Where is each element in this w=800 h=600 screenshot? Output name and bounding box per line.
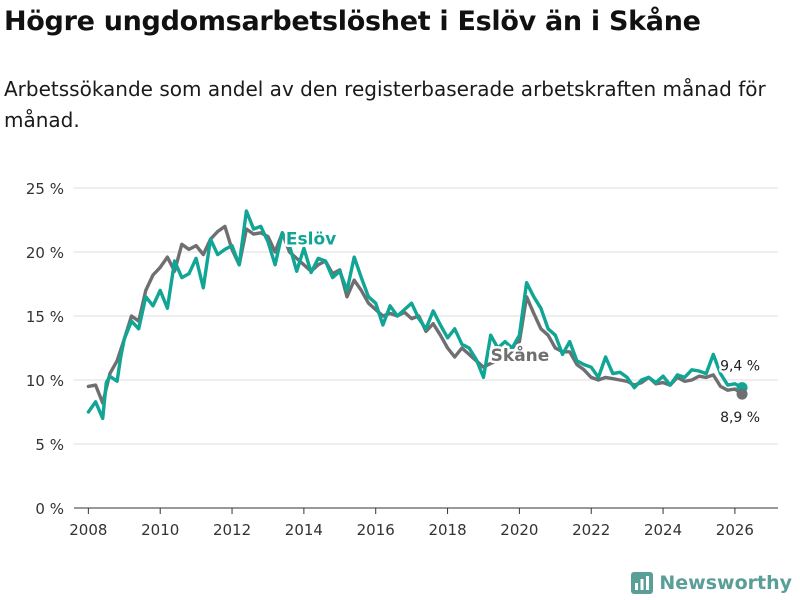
- y-tick-label: 5 %: [35, 436, 64, 454]
- end-label-eslov: 9,4 %: [720, 359, 760, 375]
- y-tick-label: 15 %: [26, 308, 64, 326]
- x-tick-label: 2020: [500, 521, 538, 539]
- x-tick-label: 2010: [141, 521, 179, 539]
- y-tick-label: 0 %: [35, 500, 64, 518]
- x-tick-label: 2022: [572, 521, 610, 539]
- y-tick-label: 25 %: [26, 180, 64, 198]
- x-tick-label: 2008: [69, 521, 107, 539]
- x-tick-label: 2014: [285, 521, 323, 539]
- chart-title: Högre ungdomsarbetslöshet i Eslöv än i S…: [4, 6, 701, 37]
- series-label-eslov: Eslöv: [286, 229, 336, 249]
- x-tick-label: 2026: [716, 521, 754, 539]
- x-tick-label: 2018: [428, 521, 466, 539]
- x-tick-label: 2012: [213, 521, 251, 539]
- end-dot-skane: [736, 388, 748, 400]
- y-tick-label: 10 %: [26, 372, 64, 390]
- newsworthy-chart-icon: [631, 572, 654, 594]
- series-labels: Eslöv Skåne 9,4 % 8,9 %: [283, 227, 762, 429]
- axes: 0 % 5 % 10 % 15 % 20 % 25 % 2008 2010 2012 2014 20…: [26, 180, 778, 539]
- x-tick-label: 2016: [357, 521, 395, 539]
- series-line-eslov: [86, 209, 744, 421]
- grid-lines: [74, 187, 778, 445]
- x-tick-label: 2024: [644, 521, 682, 539]
- end-label-skane: 8,9 %: [720, 410, 760, 426]
- newsworthy-logo: Newsworthy: [631, 572, 792, 594]
- series-label-skane: Skåne: [491, 344, 550, 366]
- chart-subtitle: Arbetssökande som andel av den registerb…: [4, 77, 766, 132]
- series-lines: [86, 209, 748, 421]
- brand-name: Newsworthy: [659, 572, 792, 594]
- y-tick-label: 20 %: [26, 244, 64, 262]
